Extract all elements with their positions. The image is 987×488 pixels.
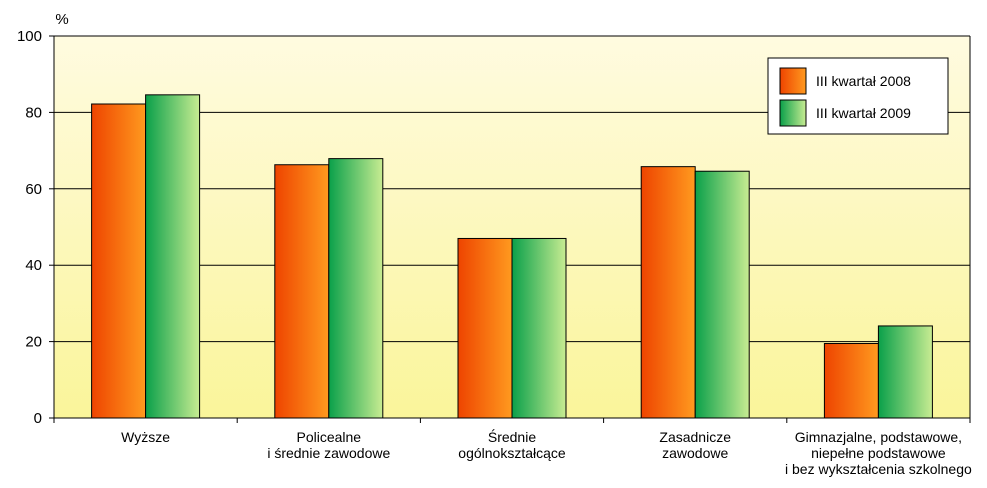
axis-labels: 0 20 40 60 80 100% Wyższe Policealne i średnie z… — [17, 11, 972, 477]
bar-series-2009 — [694, 170, 750, 419]
bar-series-2009 — [145, 94, 201, 419]
y-tick-label: 40 — [25, 257, 42, 274]
y-unit-label: % — [55, 11, 68, 28]
y-tick-label: 0 — [34, 410, 42, 427]
bar-series-2008 — [274, 164, 330, 419]
bar-series-2008 — [457, 237, 513, 419]
bar-series-2009 — [511, 237, 567, 419]
bar-series-2009 — [877, 325, 933, 419]
x-category-label: Policealne i średnie zawodowe — [267, 429, 390, 461]
bar-series-2009 — [328, 158, 384, 419]
y-tick-label: 60 — [25, 181, 42, 198]
y-tick-label: 80 — [25, 104, 42, 121]
bar-series-2008 — [823, 343, 879, 419]
legend-label: III kwartał 2009 — [816, 105, 911, 121]
x-category-label: Wyższe — [121, 429, 170, 445]
y-tick-label: 20 — [25, 334, 42, 351]
y-tick-label: 100 — [17, 28, 42, 45]
x-category-label: Gimnazjalne, podstawowe, niepełne podstaw… — [785, 429, 972, 477]
bars — [91, 94, 933, 419]
bar-series-2008 — [91, 103, 147, 419]
bar-series-2008 — [640, 166, 696, 419]
legend: III kwartał 2008 III kwartał 2009 — [767, 57, 949, 135]
legend-swatch — [779, 99, 807, 127]
x-category-label: Średnie ogólnokształcące — [458, 428, 566, 461]
legend-label: III kwartał 2008 — [816, 73, 911, 89]
axes — [49, 35, 971, 423]
x-category-label: Zasadnicze zawodowe — [659, 429, 731, 461]
legend-swatch — [779, 67, 807, 95]
